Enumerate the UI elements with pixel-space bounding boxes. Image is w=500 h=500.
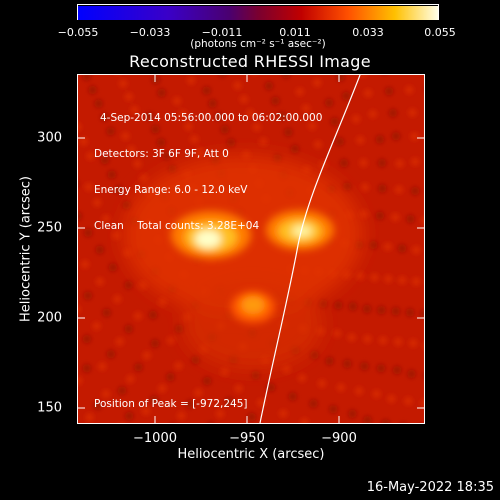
annotation-energy-range: Energy Range: 6.0 - 12.0 keV: [94, 184, 248, 196]
colorbar-tick-label: −0.033: [129, 26, 171, 39]
solar-limb-line: [259, 75, 361, 423]
plot-title: Reconstructed RHESSI Image: [129, 52, 371, 71]
colorbar: [77, 4, 439, 20]
rhessi-image: [78, 75, 424, 423]
annotation-time-range: 4-Sep-2014 05:56:00.000 to 06:02:00.000: [100, 112, 323, 124]
plot-annotation: 4-Sep-2014 05:56:00.000 to 06:02:00.000 …: [94, 88, 322, 244]
annotation-detectors: Detectors: 3F 6F 9F, Att 0: [94, 148, 229, 160]
x-tick-label: −900: [321, 431, 357, 446]
colorbar-units: (photons cm⁻² s⁻¹ asec⁻²): [190, 38, 326, 50]
annotation-total-counts: Clean Total counts: 3.28E+04: [94, 220, 260, 232]
y-tick-label: 300: [37, 130, 62, 146]
colorbar-tick-label: −0.055: [57, 26, 99, 39]
axis-ticks: [77, 74, 425, 424]
x-axis-label: Heliocentric X (arcsec): [177, 447, 325, 462]
y-tick-label: 150: [37, 400, 62, 416]
plot-area: [77, 74, 425, 424]
y-axis-label: Heliocentric Y (arcsec): [18, 176, 34, 322]
colorbar-tick-label: 0.011: [279, 26, 311, 39]
y-tick-label: 200: [37, 310, 62, 326]
colorbar-tick-label: 0.033: [352, 26, 384, 39]
x-tick-label: −950: [229, 431, 265, 446]
colorbar-tick-label: −0.011: [201, 26, 243, 39]
peak-position-text: Position of Peak = [-972,245]: [94, 398, 248, 410]
colorbar-tick-label: 0.055: [424, 26, 456, 39]
x-tick-label: −1000: [133, 431, 177, 446]
y-tick-label: 250: [37, 220, 62, 236]
footer-date: 16-May-2022 18:35: [366, 480, 494, 495]
